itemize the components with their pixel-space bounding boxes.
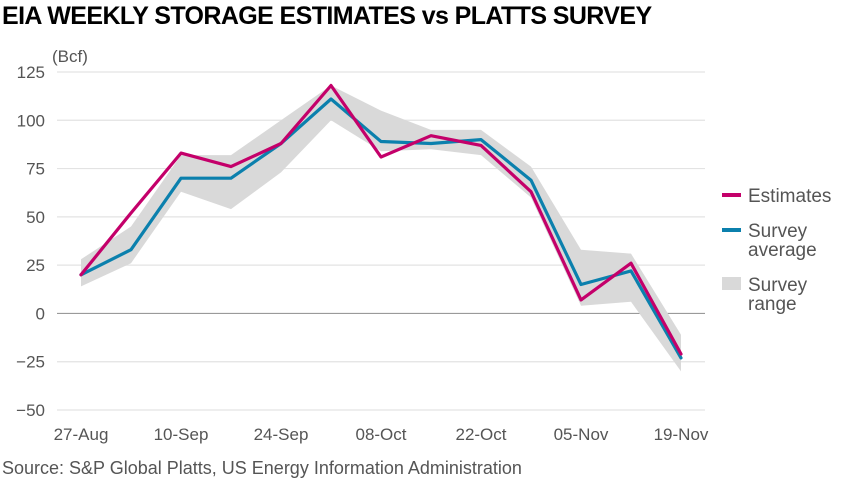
x-axis: 27-Aug 10-Sep 24-Sep 08-Oct 22-Oct 05-Nov 19-N… (54, 425, 709, 444)
y-tick-label: 125 (17, 63, 45, 82)
y-tick-label: 100 (17, 111, 45, 130)
x-tick-label: 19-Nov (654, 425, 709, 444)
x-tick-label: 05-Nov (554, 425, 609, 444)
y-tick-label: 0 (36, 304, 45, 323)
legend-label-survey-range: Survey (748, 275, 808, 296)
x-tick-label: 10-Sep (154, 425, 209, 444)
series-layer (79, 83, 683, 372)
x-tick-label: 08-Oct (355, 425, 406, 444)
y-unit-label: (Bcf) (52, 47, 88, 66)
y-axis: 125 100 75 50 25 0 −25 −50 (16, 63, 45, 420)
y-tick-label: 75 (26, 160, 45, 179)
legend-label-estimates: Estimates (748, 186, 831, 207)
survey-range-band (81, 85, 681, 372)
legend-label-survey-range: range (748, 294, 797, 315)
legend-label-survey-average: average (748, 240, 817, 261)
estimates-line (79, 83, 683, 356)
survey-average-line (79, 97, 683, 360)
legend-label-survey-average: Survey (748, 221, 808, 242)
x-tick-label: 22-Oct (455, 425, 506, 444)
y-tick-label: 25 (26, 256, 45, 275)
x-tick-label: 24-Sep (254, 425, 309, 444)
source-note: Source: S&P Global Platts, US Energy Inf… (2, 458, 522, 478)
x-tick-label: 27-Aug (54, 425, 109, 444)
chart-title: EIA WEEKLY STORAGE ESTIMATES vs PLATTS S… (2, 2, 652, 30)
legend-swatch-survey-range (722, 277, 741, 290)
y-tick-label: −25 (16, 353, 45, 372)
y-tick-label: −50 (16, 401, 45, 420)
y-tick-label: 50 (26, 208, 45, 227)
